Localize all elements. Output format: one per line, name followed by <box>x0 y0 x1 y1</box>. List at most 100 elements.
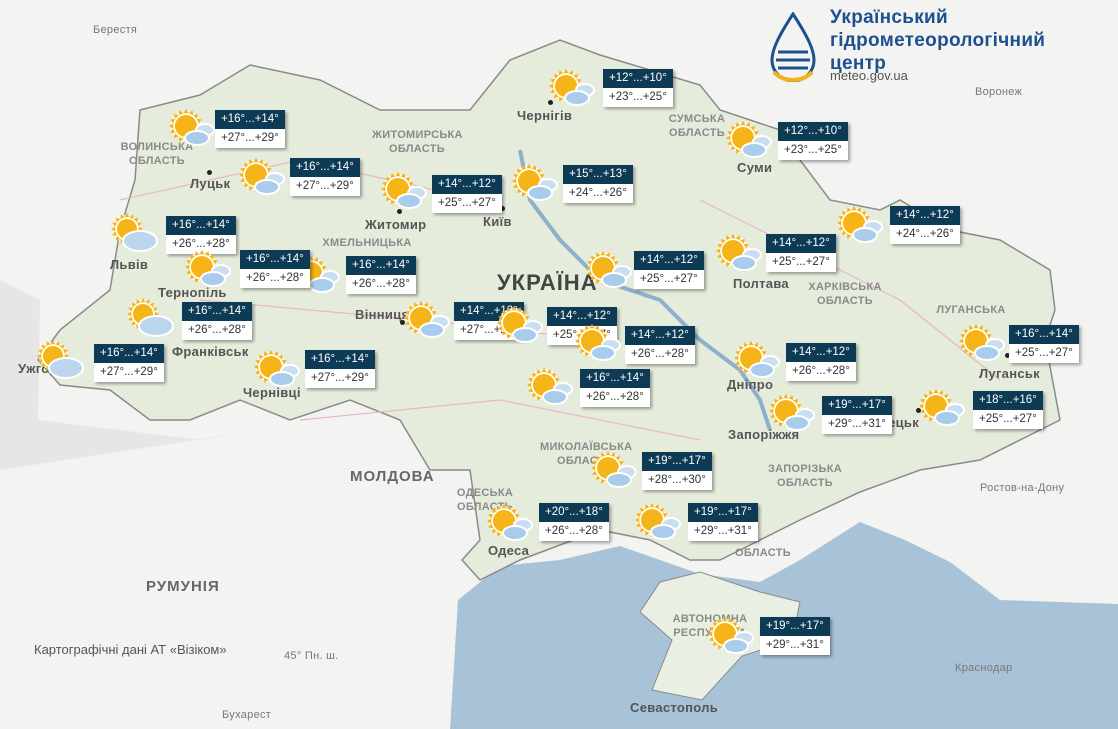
night-temp: +16°...+14° <box>580 369 650 388</box>
city-label: Чернігів <box>517 108 573 123</box>
night-temp: +16°...+14° <box>215 110 285 129</box>
foreign-place-label: Воронеж <box>975 86 1023 98</box>
region-label: ЗАПОРІЗЬКА ОБЛАСТЬ <box>767 463 842 489</box>
forecast-label: +12°...+10° +23°...+25° <box>778 122 848 160</box>
region-label: ЖИТОМИРСЬКА ОБЛАСТЬ <box>372 129 463 155</box>
logo-line-3: центр <box>830 53 887 74</box>
city-label: Запоріжжя <box>728 427 800 442</box>
forecast-label: +19°...+17° +29°...+31° <box>760 617 830 655</box>
forecast-label: +19°...+17° +29°...+31° <box>688 503 758 541</box>
partly-cloudy-icon <box>379 171 427 213</box>
logo-title: Український гідрометеорологічний центр <box>830 6 1045 75</box>
day-temp: +29°...+31° <box>760 636 830 655</box>
forecast-label: +16°...+14° +26°...+28° <box>346 256 416 294</box>
day-temp: +26°...+28° <box>240 269 310 288</box>
logo-drop-icon <box>770 12 816 82</box>
city-label: Тернопіль <box>158 285 227 300</box>
partly-cloudy-icon <box>183 249 231 291</box>
city-label: Полтава <box>733 276 789 291</box>
foreign-place-label: Бухарест <box>222 709 272 721</box>
partly-cloudy-icon <box>525 367 573 409</box>
city-dot <box>548 100 553 105</box>
region-label: СУМСЬКА ОБЛАСТЬ <box>668 113 726 139</box>
city-label: Севастополь <box>630 700 719 715</box>
city-label: Одеса <box>488 543 530 558</box>
region-label: ВОЛИНСЬКА ОБЛАСТЬ <box>120 141 194 167</box>
night-temp: +16°...+14° <box>182 302 252 321</box>
day-temp: +27°...+29° <box>305 369 375 388</box>
logo-url[interactable]: meteo.gov.ua <box>830 68 908 83</box>
night-temp: +15°...+13° <box>563 165 633 184</box>
night-temp: +18°...+16° <box>973 391 1043 410</box>
night-temp: +12°...+10° <box>603 69 673 88</box>
city-label: Львів <box>110 257 149 272</box>
partly-cloudy-icon <box>767 393 815 435</box>
night-temp: +16°...+14° <box>1009 325 1079 344</box>
partly-cloudy-icon <box>573 323 621 365</box>
day-temp: +24°...+26° <box>890 225 960 244</box>
night-temp: +14°...+12° <box>432 175 502 194</box>
night-temp: +16°...+14° <box>346 256 416 275</box>
city-label: Франківськ <box>172 344 249 359</box>
forecast-label: +14°...+12° +24°...+26° <box>890 206 960 244</box>
foreign-place-label: Берестя <box>93 24 138 36</box>
foreign-place-label: Краснодар <box>955 662 1013 674</box>
city-label: Житомир <box>365 217 427 232</box>
city-dot <box>1005 353 1010 358</box>
partly-cloudy-icon <box>589 450 637 492</box>
city-dot <box>207 170 212 175</box>
day-temp: +28°...+30° <box>642 471 712 490</box>
forecast-label: +19°...+17° +28°...+30° <box>642 452 712 490</box>
forecast-label: +15°...+13° +24°...+26° <box>563 165 633 203</box>
place-moldova: МОЛДОВА <box>350 468 435 485</box>
place-romania: РУМУНІЯ <box>146 578 220 595</box>
dnipro-river <box>518 149 772 431</box>
foreign-place-label: 45° Пн. ш. <box>284 650 339 662</box>
forecast-label: +14°...+12°+25°...+27° <box>432 175 502 213</box>
night-temp: +16°...+14° <box>166 216 236 235</box>
city-dot <box>916 408 921 413</box>
day-temp: +26°...+28° <box>182 321 252 340</box>
forecast-label: +14°...+12° +26°...+28° <box>786 343 856 381</box>
partly-cloudy-icon <box>252 349 300 391</box>
day-temp: +27°...+29° <box>215 129 285 148</box>
logo-line-2: гідрометеорологічний <box>830 30 1046 51</box>
partly-cloudy-icon <box>917 388 965 430</box>
forecast-label: +16°...+14° +26°...+28° <box>166 216 236 254</box>
night-temp: +12°...+10° <box>778 122 848 141</box>
night-temp: +14°...+12° <box>890 206 960 225</box>
forecast-label: +16°...+14° +27°...+29° <box>290 158 360 196</box>
forecast-label: +12°...+10° +23°...+25° <box>603 69 673 107</box>
day-temp: +25°...+27° <box>1009 344 1079 363</box>
night-temp: +20°...+18° <box>539 503 609 522</box>
forecast-label: +18°...+16° +25°...+27° <box>973 391 1043 429</box>
region-label: ОБЛАСТЬ <box>735 547 791 559</box>
region-label: ХАРКІВСЬКА ОБЛАСТЬ <box>808 281 882 307</box>
day-temp: +26°...+28° <box>346 275 416 294</box>
partly-cloudy-icon <box>547 68 595 110</box>
night-temp: +16°...+14° <box>305 350 375 369</box>
day-temp: +26°...+28° <box>539 522 609 541</box>
partly-cloudy-icon <box>835 205 883 247</box>
night-temp: +14°...+12° <box>786 343 856 362</box>
night-temp: +19°...+17° <box>642 452 712 471</box>
forecast-label: +14°...+12° +26°...+28° <box>625 326 695 364</box>
region-label: ХМЕЛЬНИЦЬКА <box>322 237 412 249</box>
night-temp: +14°...+12° <box>625 326 695 345</box>
night-temp: +16°...+14° <box>240 250 310 269</box>
city-label: Вінниця <box>355 307 410 322</box>
ukrhydromet-logo[interactable]: Український гідрометеорологічний центр m… <box>768 6 1068 86</box>
partly-cloudy-icon <box>714 233 762 275</box>
night-temp: +19°...+17° <box>760 617 830 636</box>
foreign-place-label: Ростов-на-Дону <box>980 482 1065 494</box>
partly-cloudy-icon <box>633 502 681 544</box>
day-temp: +29°...+31° <box>688 522 758 541</box>
partly-cloudy-icon <box>510 163 558 205</box>
city-label: Луцьк <box>190 176 231 191</box>
forecast-label: +16°...+14° +26°...+28° <box>240 250 310 288</box>
partly-cloudy-icon <box>584 250 632 292</box>
cloudy-sun-icon <box>36 340 84 382</box>
forecast-label: +16°...+14° +26°...+28° <box>182 302 252 340</box>
day-temp: +24°...+26° <box>563 184 633 203</box>
night-temp: +19°...+17° <box>688 503 758 522</box>
